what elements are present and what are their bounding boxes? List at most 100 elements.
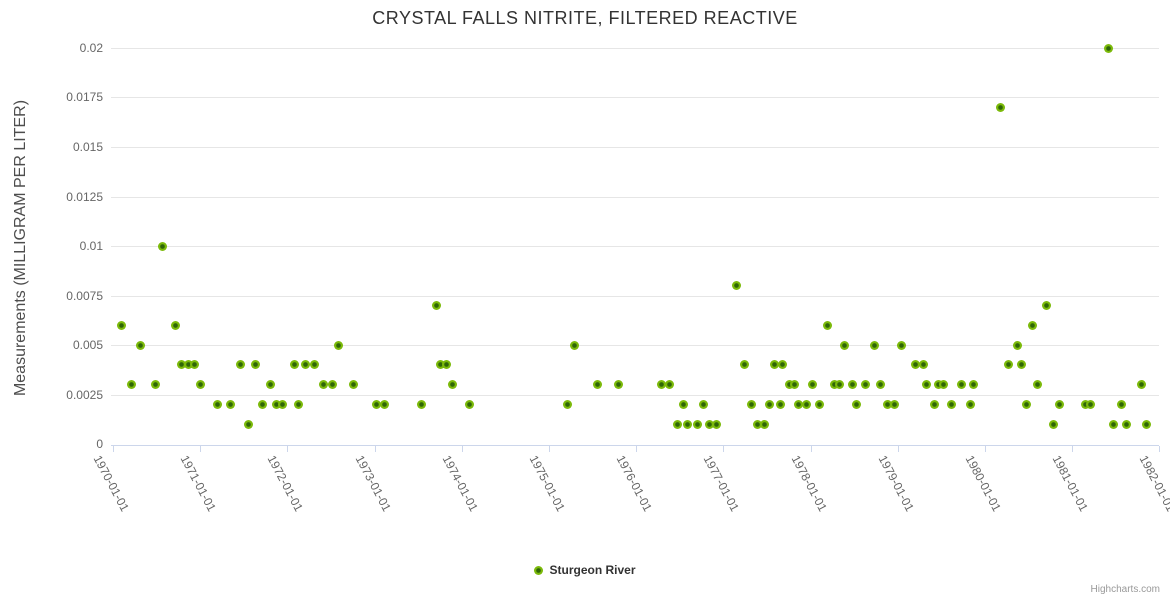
data-point[interactable]: [996, 103, 1005, 112]
data-point[interactable]: [890, 400, 899, 409]
data-point[interactable]: [372, 400, 381, 409]
data-point[interactable]: [1004, 360, 1013, 369]
data-point[interactable]: [266, 380, 275, 389]
data-point[interactable]: [919, 360, 928, 369]
data-point[interactable]: [127, 380, 136, 389]
data-point[interactable]: [432, 301, 441, 310]
data-point[interactable]: [1028, 321, 1037, 330]
data-point[interactable]: [1122, 420, 1131, 429]
data-point[interactable]: [883, 400, 892, 409]
data-point[interactable]: [930, 400, 939, 409]
data-point[interactable]: [808, 380, 817, 389]
data-point[interactable]: [213, 400, 222, 409]
data-point[interactable]: [939, 380, 948, 389]
data-point[interactable]: [465, 400, 474, 409]
data-point[interactable]: [1033, 380, 1042, 389]
data-point[interactable]: [258, 400, 267, 409]
data-point[interactable]: [278, 400, 287, 409]
data-point[interactable]: [740, 360, 749, 369]
data-point[interactable]: [171, 321, 180, 330]
data-point[interactable]: [934, 380, 943, 389]
data-point[interactable]: [272, 400, 281, 409]
data-point[interactable]: [957, 380, 966, 389]
data-point[interactable]: [657, 380, 666, 389]
data-point[interactable]: [236, 360, 245, 369]
data-point[interactable]: [815, 400, 824, 409]
data-point[interactable]: [693, 420, 702, 429]
data-point[interactable]: [244, 420, 253, 429]
data-point[interactable]: [158, 242, 167, 251]
data-point[interactable]: [830, 380, 839, 389]
data-point[interactable]: [1117, 400, 1126, 409]
data-point[interactable]: [673, 420, 682, 429]
data-point[interactable]: [765, 400, 774, 409]
data-point[interactable]: [770, 360, 779, 369]
data-point[interactable]: [136, 341, 145, 350]
data-point[interactable]: [840, 341, 849, 350]
data-point[interactable]: [679, 400, 688, 409]
data-point[interactable]: [117, 321, 126, 330]
data-point[interactable]: [705, 420, 714, 429]
data-point[interactable]: [969, 380, 978, 389]
data-point[interactable]: [563, 400, 572, 409]
data-point[interactable]: [436, 360, 445, 369]
data-point[interactable]: [196, 380, 205, 389]
data-point[interactable]: [1086, 400, 1095, 409]
data-point[interactable]: [1142, 420, 1151, 429]
data-point[interactable]: [301, 360, 310, 369]
data-point[interactable]: [747, 400, 756, 409]
legend-item-sturgeon-river[interactable]: Sturgeon River: [0, 563, 1170, 577]
data-point[interactable]: [852, 400, 861, 409]
data-point[interactable]: [1017, 360, 1026, 369]
data-point[interactable]: [294, 400, 303, 409]
data-point[interactable]: [823, 321, 832, 330]
data-point[interactable]: [802, 400, 811, 409]
data-point[interactable]: [448, 380, 457, 389]
data-point[interactable]: [1081, 400, 1090, 409]
data-point[interactable]: [776, 400, 785, 409]
data-point[interactable]: [911, 360, 920, 369]
data-point[interactable]: [334, 341, 343, 350]
data-point[interactable]: [870, 341, 879, 350]
data-point[interactable]: [177, 360, 186, 369]
data-point[interactable]: [1137, 380, 1146, 389]
data-point[interactable]: [251, 360, 260, 369]
highcharts-credits-link[interactable]: Highcharts.com: [1090, 584, 1160, 595]
data-point[interactable]: [848, 380, 857, 389]
data-point[interactable]: [349, 380, 358, 389]
data-point[interactable]: [835, 380, 844, 389]
data-point[interactable]: [184, 360, 193, 369]
data-point[interactable]: [665, 380, 674, 389]
data-point[interactable]: [785, 380, 794, 389]
data-point[interactable]: [1022, 400, 1031, 409]
data-point[interactable]: [712, 420, 721, 429]
data-point[interactable]: [922, 380, 931, 389]
data-point[interactable]: [226, 400, 235, 409]
data-point[interactable]: [732, 281, 741, 290]
data-point[interactable]: [380, 400, 389, 409]
data-point[interactable]: [1042, 301, 1051, 310]
data-point[interactable]: [319, 380, 328, 389]
data-point[interactable]: [753, 420, 762, 429]
data-point[interactable]: [593, 380, 602, 389]
data-point[interactable]: [683, 420, 692, 429]
data-point[interactable]: [1049, 420, 1058, 429]
data-point[interactable]: [790, 380, 799, 389]
data-point[interactable]: [310, 360, 319, 369]
data-point[interactable]: [190, 360, 199, 369]
data-point[interactable]: [778, 360, 787, 369]
data-point[interactable]: [966, 400, 975, 409]
data-point[interactable]: [290, 360, 299, 369]
data-point[interactable]: [1104, 44, 1113, 53]
data-point[interactable]: [947, 400, 956, 409]
data-point[interactable]: [151, 380, 160, 389]
data-point[interactable]: [861, 380, 870, 389]
data-point[interactable]: [760, 420, 769, 429]
data-point[interactable]: [417, 400, 426, 409]
data-point[interactable]: [328, 380, 337, 389]
data-point[interactable]: [876, 380, 885, 389]
data-point[interactable]: [897, 341, 906, 350]
data-point[interactable]: [699, 400, 708, 409]
data-point[interactable]: [614, 380, 623, 389]
data-point[interactable]: [1109, 420, 1118, 429]
